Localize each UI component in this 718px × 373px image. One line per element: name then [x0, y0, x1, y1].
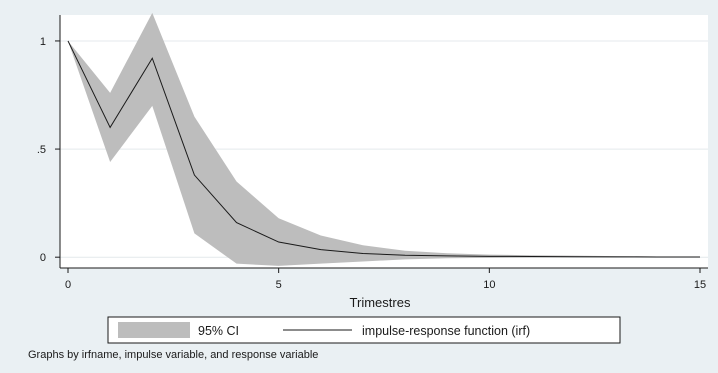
y-tick-label-1: .5	[37, 144, 46, 156]
x-tick-label-3: 15	[694, 279, 706, 291]
ci-band	[68, 12, 700, 266]
axes: 0.510 5 10 15	[37, 15, 708, 291]
x-tick-label-1: 5	[276, 279, 282, 291]
irf-line-layer	[67, 40, 700, 258]
y-tick-label-0: 0	[40, 252, 46, 264]
irf-line	[67, 40, 700, 258]
x-tick-label-2: 10	[483, 279, 495, 291]
x-axis-title: Trimestres	[350, 295, 411, 310]
y-tick-label-2: 1	[40, 36, 46, 48]
x-tick-label-0: 0	[65, 279, 71, 291]
ci-band-layer	[68, 12, 700, 266]
legend-label-irf: impulse-response function (irf)	[362, 324, 530, 338]
legend-label-ci: 95% CI	[198, 324, 239, 338]
legend-swatch-ci	[118, 322, 190, 338]
legend: 95% CI impulse-response function (irf)	[107, 316, 621, 344]
graph-note: Graphs by irfname, impulse variable, and…	[28, 349, 318, 361]
legend-box	[107, 316, 621, 344]
